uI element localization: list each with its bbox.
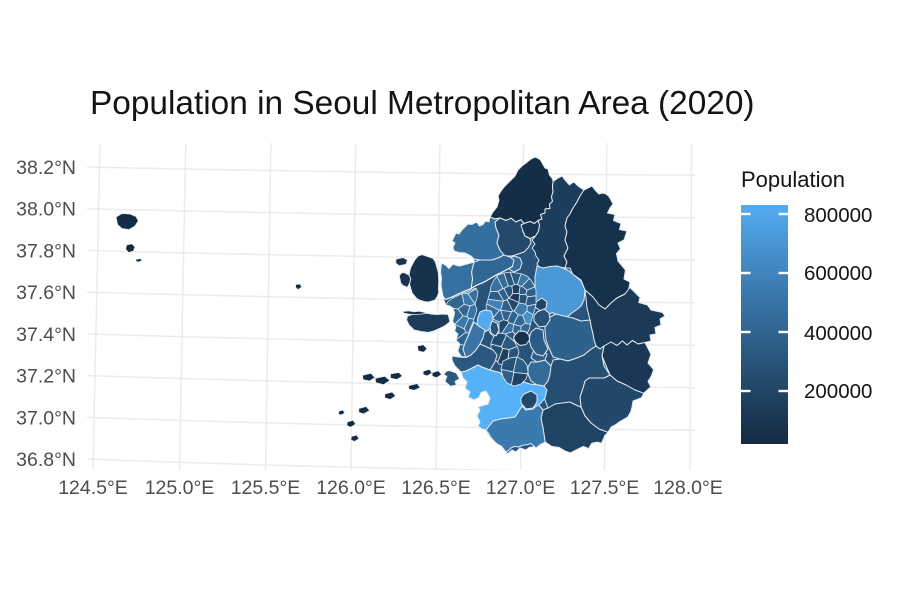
svg-text:38.0°N: 38.0°N xyxy=(16,199,76,221)
svg-text:37.0°N: 37.0°N xyxy=(16,407,76,429)
svg-text:127.0°E: 127.0°E xyxy=(486,477,556,499)
svg-text:Population: Population xyxy=(741,167,845,192)
svg-text:126.5°E: 126.5°E xyxy=(401,477,471,499)
svg-text:800000: 800000 xyxy=(804,204,872,227)
svg-text:200000: 200000 xyxy=(804,380,872,403)
svg-text:127.5°E: 127.5°E xyxy=(570,477,640,499)
svg-text:125.0°E: 125.0°E xyxy=(145,477,215,499)
svg-text:37.6°N: 37.6°N xyxy=(16,282,76,304)
svg-text:124.5°E: 124.5°E xyxy=(58,477,128,499)
svg-text:128.0°E: 128.0°E xyxy=(653,477,723,499)
svg-text:38.2°N: 38.2°N xyxy=(16,157,76,179)
svg-text:400000: 400000 xyxy=(804,322,872,345)
svg-text:37.2°N: 37.2°N xyxy=(16,366,76,388)
svg-text:126.0°E: 126.0°E xyxy=(316,477,386,499)
svg-text:600000: 600000 xyxy=(804,262,872,285)
svg-text:Population in Seoul Metropolit: Population in Seoul Metropolitan Area (2… xyxy=(90,85,755,122)
svg-text:36.8°N: 36.8°N xyxy=(16,449,76,471)
svg-text:125.5°E: 125.5°E xyxy=(231,477,301,499)
svg-text:37.8°N: 37.8°N xyxy=(16,240,76,262)
svg-text:37.4°N: 37.4°N xyxy=(16,324,76,346)
